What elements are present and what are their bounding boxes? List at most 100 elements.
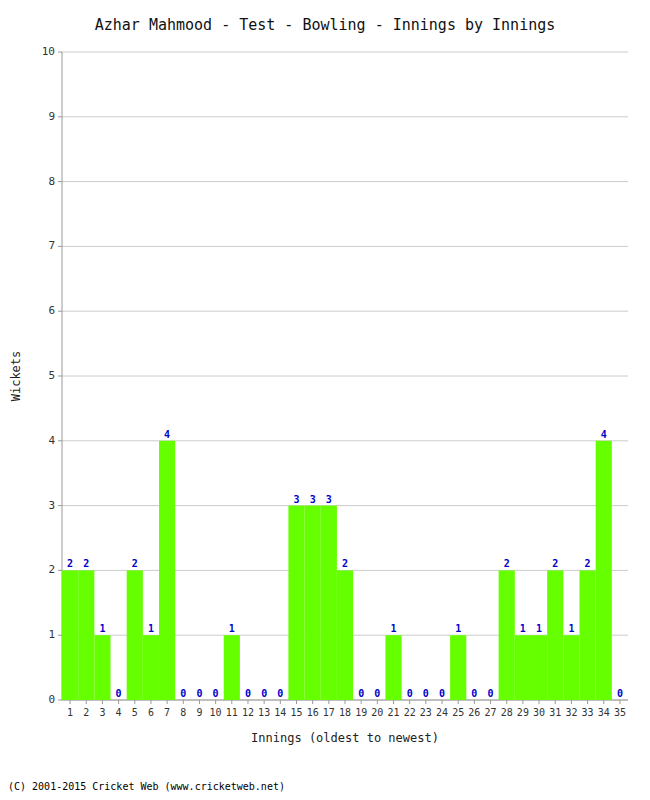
x-tick-label: 25 <box>452 707 464 718</box>
x-tick <box>70 700 71 704</box>
x-tick-label: 23 <box>420 707 432 718</box>
grid-line <box>62 376 628 377</box>
data-label: 4 <box>601 429 607 440</box>
bar <box>321 506 337 700</box>
x-tick <box>474 700 475 704</box>
x-tick <box>118 700 119 704</box>
bar <box>305 506 321 700</box>
x-tick-label: 12 <box>242 707 254 718</box>
x-tick <box>425 700 426 704</box>
bar <box>596 441 612 700</box>
y-tick <box>58 635 62 636</box>
data-label: 1 <box>455 623 461 634</box>
data-label: 0 <box>180 688 186 699</box>
data-label: 0 <box>488 688 494 699</box>
x-tick <box>215 700 216 704</box>
grid-line <box>62 246 628 247</box>
bar <box>531 635 547 700</box>
data-label: 3 <box>310 494 316 505</box>
data-label: 1 <box>568 623 574 634</box>
data-label: 0 <box>261 688 267 699</box>
x-tick-label: 31 <box>549 707 561 718</box>
data-label: 0 <box>439 688 445 699</box>
bar <box>579 570 595 700</box>
bar <box>499 570 515 700</box>
data-label: 0 <box>213 688 219 699</box>
x-tick-label: 20 <box>371 707 383 718</box>
data-label: 1 <box>99 623 105 634</box>
x-tick <box>312 700 313 704</box>
x-tick <box>490 700 491 704</box>
data-label: 2 <box>504 558 510 569</box>
data-label: 2 <box>83 558 89 569</box>
bar <box>563 635 579 700</box>
y-tick <box>58 505 62 506</box>
data-label: 0 <box>196 688 202 699</box>
bar <box>369 700 385 701</box>
x-tick-label: 27 <box>485 707 497 718</box>
x-axis-label: Innings (oldest to newest) <box>251 731 439 745</box>
data-label: 3 <box>293 494 299 505</box>
x-tick-label: 34 <box>598 707 610 718</box>
bar <box>256 700 272 701</box>
chart: 0123456789101234567891011121314151617181… <box>0 0 650 800</box>
y-tick <box>58 246 62 247</box>
y-axis-label: Wickets <box>9 351 23 402</box>
x-tick-label: 18 <box>339 707 351 718</box>
x-tick-label: 17 <box>323 707 335 718</box>
data-label: 1 <box>520 623 526 634</box>
x-tick <box>199 700 200 704</box>
x-tick-label: 10 <box>210 707 222 718</box>
x-tick-label: 33 <box>582 707 594 718</box>
bar <box>143 635 159 700</box>
x-tick-label: 30 <box>533 707 545 718</box>
y-tick-label: 2 <box>48 563 55 576</box>
y-tick-label: 1 <box>48 628 55 641</box>
y-tick-label: 5 <box>48 369 55 382</box>
data-label: 0 <box>116 688 122 699</box>
x-tick <box>555 700 556 704</box>
x-tick <box>247 700 248 704</box>
bar <box>159 441 175 700</box>
bar <box>78 570 94 700</box>
y-tick-label: 6 <box>48 304 55 317</box>
data-label: 2 <box>585 558 591 569</box>
bar <box>434 700 450 701</box>
data-label: 0 <box>617 688 623 699</box>
data-label: 0 <box>277 688 283 699</box>
bar <box>272 700 288 701</box>
y-tick <box>58 376 62 377</box>
bar <box>208 700 224 701</box>
data-label: 3 <box>326 494 332 505</box>
grid-line <box>62 116 628 117</box>
y-tick-label: 4 <box>48 434 55 447</box>
x-tick-label: 5 <box>132 707 138 718</box>
bar <box>418 700 434 701</box>
x-tick-label: 15 <box>290 707 302 718</box>
x-tick-label: 29 <box>517 707 529 718</box>
x-tick <box>150 700 151 704</box>
x-tick <box>86 700 87 704</box>
y-tick-label: 7 <box>48 239 55 252</box>
data-label: 0 <box>358 688 364 699</box>
bar <box>240 700 256 701</box>
data-label: 2 <box>132 558 138 569</box>
x-tick-label: 8 <box>180 707 186 718</box>
data-label: 1 <box>229 623 235 634</box>
bar <box>127 570 143 700</box>
bar <box>111 700 127 701</box>
x-tick <box>231 700 232 704</box>
x-tick <box>264 700 265 704</box>
y-tick-label: 3 <box>48 499 55 512</box>
x-tick <box>183 700 184 704</box>
x-tick <box>102 700 103 704</box>
data-label: 0 <box>245 688 251 699</box>
x-tick-label: 7 <box>164 707 170 718</box>
y-tick-label: 9 <box>48 110 55 123</box>
x-tick-label: 4 <box>116 707 122 718</box>
y-tick <box>58 700 62 701</box>
x-tick-label: 1 <box>67 707 73 718</box>
x-tick <box>442 700 443 704</box>
x-tick <box>603 700 604 704</box>
data-label: 0 <box>407 688 413 699</box>
